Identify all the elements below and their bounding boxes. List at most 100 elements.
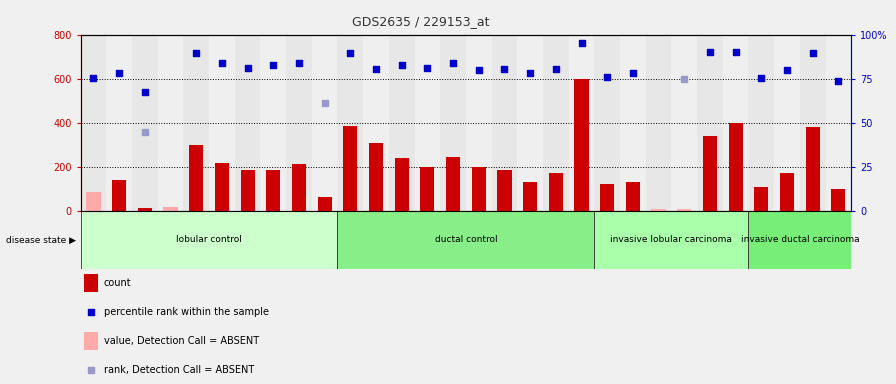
Bar [492, 35, 517, 211]
Point [497, 66, 512, 72]
Bar [774, 35, 800, 211]
Bar [543, 35, 569, 211]
Point [574, 40, 589, 46]
Text: ductal control: ductal control [435, 235, 497, 245]
Bar [677, 209, 692, 211]
Point [728, 49, 743, 55]
Bar [440, 35, 466, 211]
Point [369, 66, 383, 72]
Point [780, 67, 794, 73]
Point [806, 50, 820, 56]
Text: invasive ductal carcinoma: invasive ductal carcinoma [740, 235, 859, 245]
Bar [620, 35, 646, 211]
Bar [184, 35, 209, 211]
Point [189, 50, 203, 56]
Bar [671, 35, 697, 211]
Bar [702, 136, 717, 211]
Bar [754, 187, 769, 211]
Bar [728, 123, 743, 211]
Bar [420, 167, 435, 211]
Bar [600, 184, 615, 211]
Bar [548, 172, 563, 211]
Bar [646, 35, 671, 211]
Point [446, 60, 461, 66]
Bar [132, 35, 158, 211]
Bar [569, 35, 594, 211]
Text: disease state ▶: disease state ▶ [6, 235, 76, 245]
Point [84, 366, 99, 372]
Bar [84, 332, 99, 350]
Bar [317, 197, 332, 211]
Bar [497, 170, 512, 211]
Point [138, 129, 152, 135]
Point [343, 50, 358, 56]
Bar [748, 35, 774, 211]
Bar [466, 35, 492, 211]
Bar [189, 145, 203, 211]
Point [677, 76, 692, 82]
Point [215, 60, 229, 66]
Bar [163, 207, 177, 211]
Bar [338, 35, 363, 211]
Bar [800, 35, 825, 211]
Point [394, 63, 409, 69]
Bar [806, 127, 820, 211]
Text: GDS2635 / 229153_at: GDS2635 / 229153_at [352, 15, 490, 28]
Bar [235, 35, 261, 211]
Bar [446, 157, 461, 211]
Text: count: count [104, 278, 132, 288]
Bar [594, 35, 620, 211]
Text: lobular control: lobular control [177, 235, 242, 245]
Point [420, 65, 435, 71]
Bar [651, 209, 666, 211]
Bar [266, 170, 280, 211]
Text: value, Detection Call = ABSENT: value, Detection Call = ABSENT [104, 336, 259, 346]
Bar [369, 143, 383, 211]
Bar [748, 211, 851, 269]
Point [292, 60, 306, 66]
Bar [81, 35, 107, 211]
Bar [107, 35, 132, 211]
Point [523, 70, 538, 76]
Text: invasive lobular carcinoma: invasive lobular carcinoma [610, 235, 732, 245]
Point [138, 89, 152, 95]
Point [86, 74, 100, 81]
Bar [825, 35, 851, 211]
Point [600, 73, 615, 79]
Bar [780, 172, 794, 211]
Bar [523, 182, 538, 211]
Point [702, 49, 717, 55]
Point [112, 70, 126, 76]
Bar [158, 35, 184, 211]
Bar [415, 35, 440, 211]
Bar [86, 192, 100, 211]
Bar [209, 35, 235, 211]
Bar [112, 180, 126, 211]
Bar [697, 35, 723, 211]
Point [471, 67, 486, 73]
Point [317, 100, 332, 106]
Bar [517, 35, 543, 211]
Bar [471, 167, 486, 211]
Bar [574, 79, 589, 211]
Text: percentile rank within the sample: percentile rank within the sample [104, 307, 269, 317]
Point [831, 78, 846, 84]
Bar [394, 158, 409, 211]
Bar [215, 163, 229, 211]
Bar [292, 164, 306, 211]
Bar [81, 211, 338, 269]
Bar [138, 208, 152, 211]
Point [240, 65, 254, 71]
Bar [286, 35, 312, 211]
Bar [312, 35, 338, 211]
Text: rank, Detection Call = ABSENT: rank, Detection Call = ABSENT [104, 364, 254, 375]
Point [625, 70, 640, 76]
Bar [343, 126, 358, 211]
Bar [84, 274, 99, 293]
Bar [594, 211, 748, 269]
Point [754, 74, 769, 81]
Bar [363, 35, 389, 211]
Bar [625, 182, 640, 211]
Bar [240, 170, 254, 211]
Point [548, 66, 563, 72]
